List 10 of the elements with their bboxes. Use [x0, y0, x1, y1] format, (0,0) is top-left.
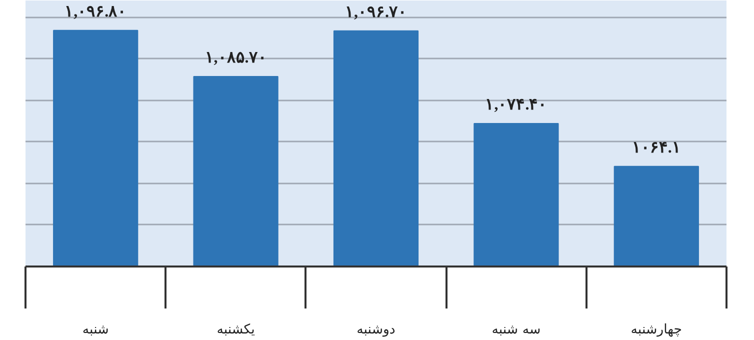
data-label: ۱,۰۹۶.۷۰	[345, 4, 407, 21]
data-label: ۱,۰۹۶.۸۰	[64, 3, 127, 20]
data-label: ۱۰۶۴.۱	[632, 139, 681, 156]
x-tick-label: شنبه	[82, 322, 109, 338]
data-label: ۱,۰۸۵.۷۰	[204, 50, 267, 67]
x-tick-label: دوشنبه	[356, 322, 396, 338]
x-tick-label: سه شنبه	[492, 322, 541, 338]
data-label: ۱,۰۷۴.۴۰	[485, 96, 548, 114]
x-tick-label: یکشنبه	[216, 322, 256, 338]
x-tick-label: چهارشنبه	[630, 322, 682, 338]
